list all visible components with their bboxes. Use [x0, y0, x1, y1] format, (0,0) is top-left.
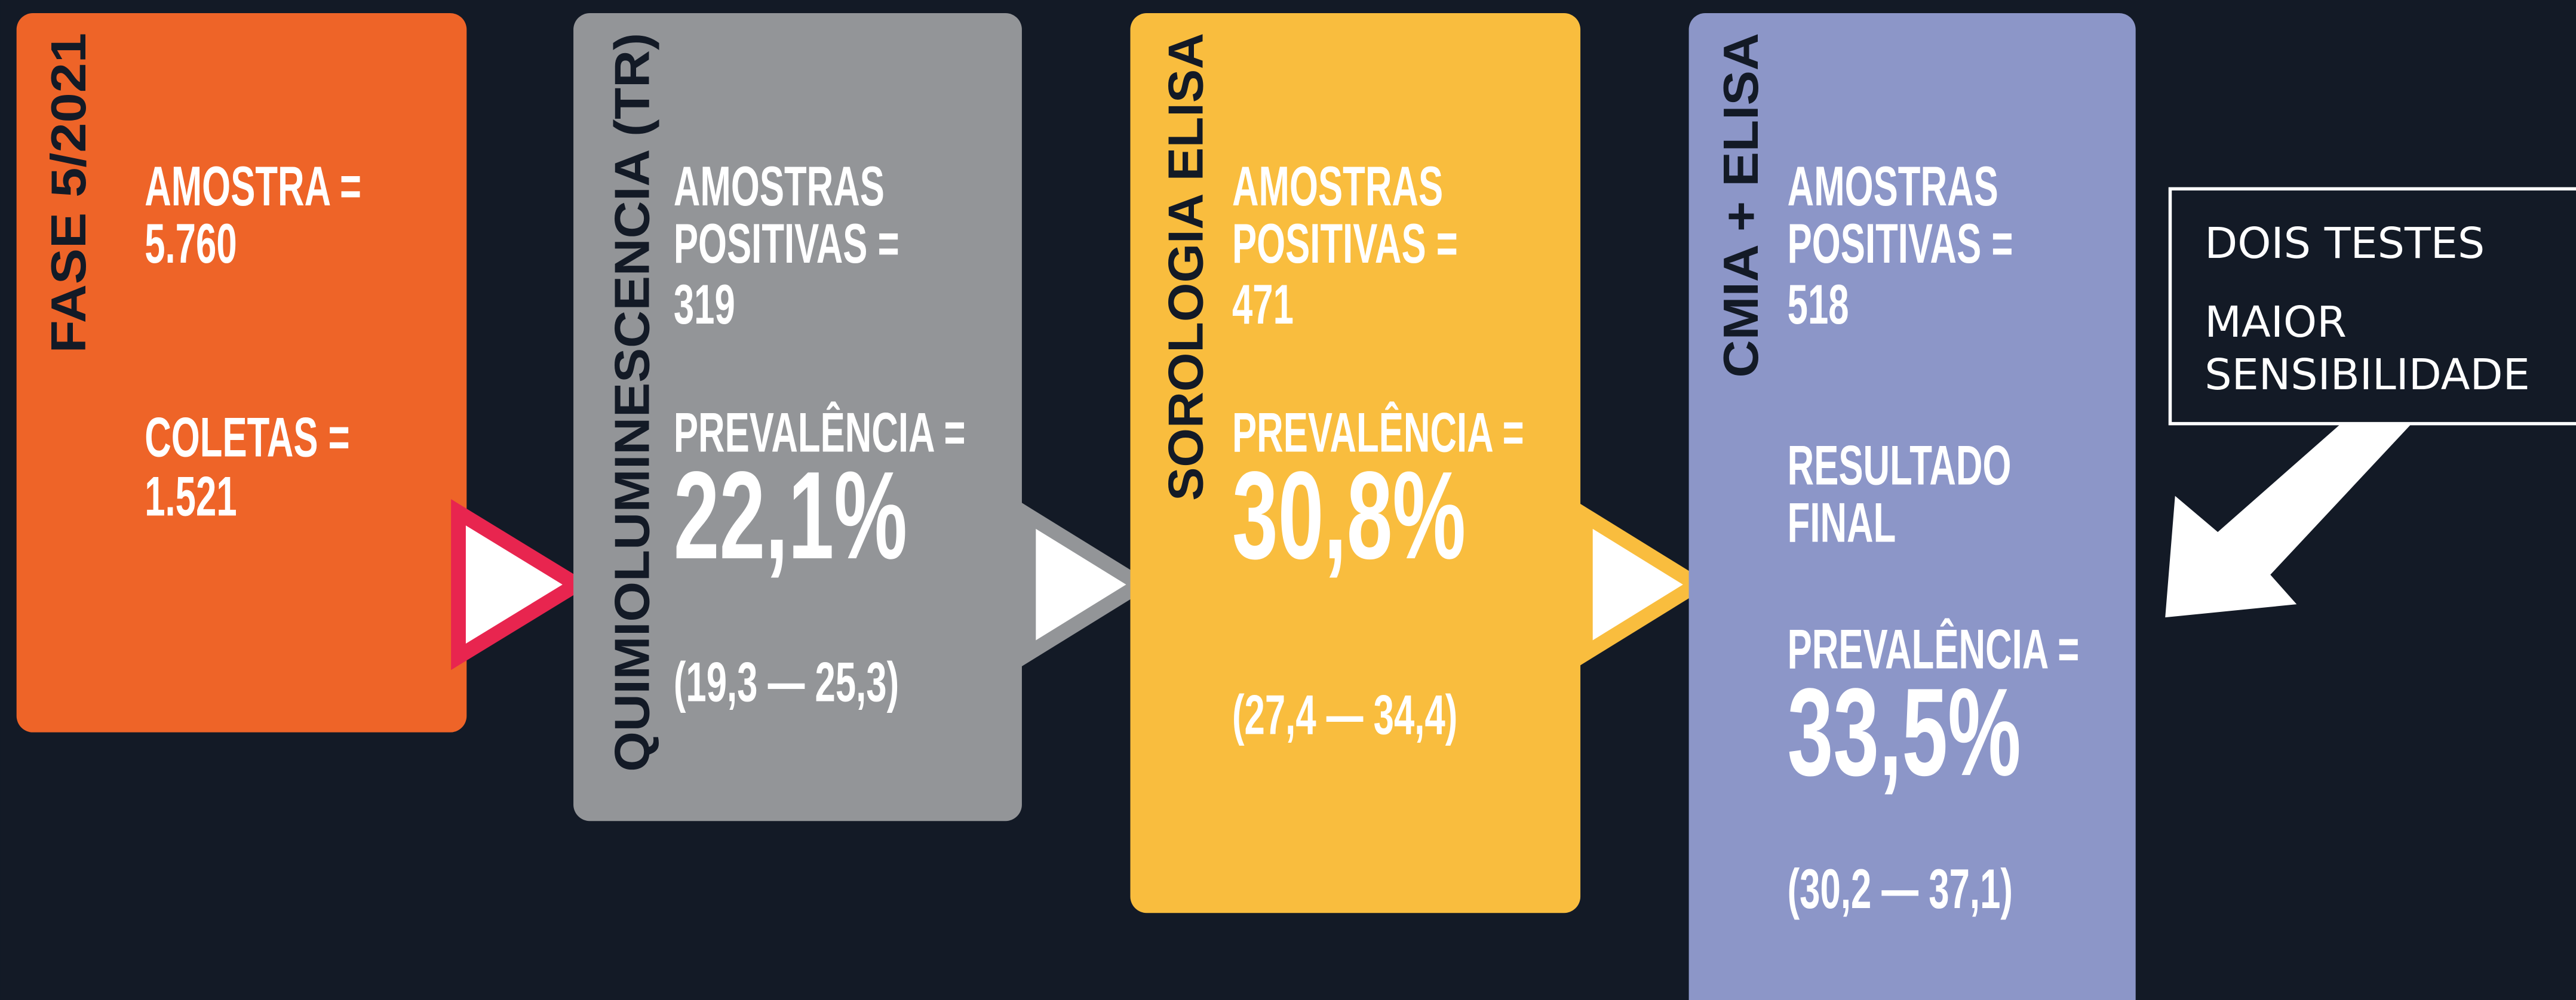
arrow: [1577, 502, 1711, 667]
box-label: CMIA + ELISA: [1714, 33, 1768, 378]
text-line: COLETAS =: [145, 406, 349, 469]
box-label: QUIMIOLUMINESCENCIA (TR): [605, 33, 660, 772]
text-line: AMOSTRAS: [674, 155, 885, 217]
text-line: 1.521: [145, 465, 237, 528]
box-text: AMOSTRA = 5.760 COLETAS = 1.521: [145, 155, 361, 528]
text-line: PREVALÊNCIA =: [674, 401, 966, 463]
callout-text: SENSIBILIDADE: [2205, 350, 2530, 399]
box-text: AMOSTRAS POSITIVAS = 518 RESULTADO FINAL…: [1788, 155, 2080, 920]
text-line: FINAL: [1788, 491, 1896, 554]
text-line: POSITIVAS =: [1232, 212, 1458, 275]
text-line: POSITIVAS =: [674, 212, 899, 275]
text-line: PREVALÊNCIA =: [1232, 401, 1524, 463]
text-line: (30,2 — 37,1): [1788, 857, 2013, 920]
text-line: (27,4 — 34,4): [1232, 683, 1457, 746]
text-line: 319: [674, 273, 735, 336]
text-line: AMOSTRA =: [145, 155, 361, 217]
text-line: AMOSTRAS: [1788, 155, 1998, 217]
text-line: 471: [1232, 273, 1294, 336]
text-big: 30,8%: [1232, 445, 1466, 585]
pointer-arrow: [2165, 423, 2412, 618]
text-line: POSITIVAS =: [1788, 212, 2013, 275]
box-text: AMOSTRAS POSITIVAS = 319 PREVALÊNCIA = 2…: [674, 155, 966, 713]
text-line: AMOSTRAS: [1232, 155, 1443, 217]
box: [1130, 13, 1581, 913]
text-line: 518: [1788, 273, 1849, 336]
box-text: AMOSTRAS POSITIVAS = 471 PREVALÊNCIA = 3…: [1232, 155, 1524, 746]
arrow: [451, 499, 591, 670]
callout-text: DOIS TESTES: [2205, 219, 2485, 268]
box-label: SOROLOGIA ELISA: [1158, 33, 1213, 501]
text-line: PREVALÊNCIA =: [1788, 617, 2080, 680]
text-line: RESULTADO: [1788, 433, 2012, 496]
arrow: [1021, 502, 1155, 667]
text-line: 5.760: [145, 212, 237, 275]
box: [1688, 13, 2136, 1000]
text-big: 33,5%: [1788, 662, 2021, 802]
callout-box: [2168, 187, 2576, 426]
text-line: (19,3 — 25,3): [674, 650, 899, 713]
text-big: 22,1%: [674, 445, 907, 585]
callout-text: MAIOR: [2205, 297, 2347, 347]
box: [16, 13, 467, 733]
box-label: FASE 5/2021: [41, 33, 96, 353]
box: [573, 13, 1022, 821]
